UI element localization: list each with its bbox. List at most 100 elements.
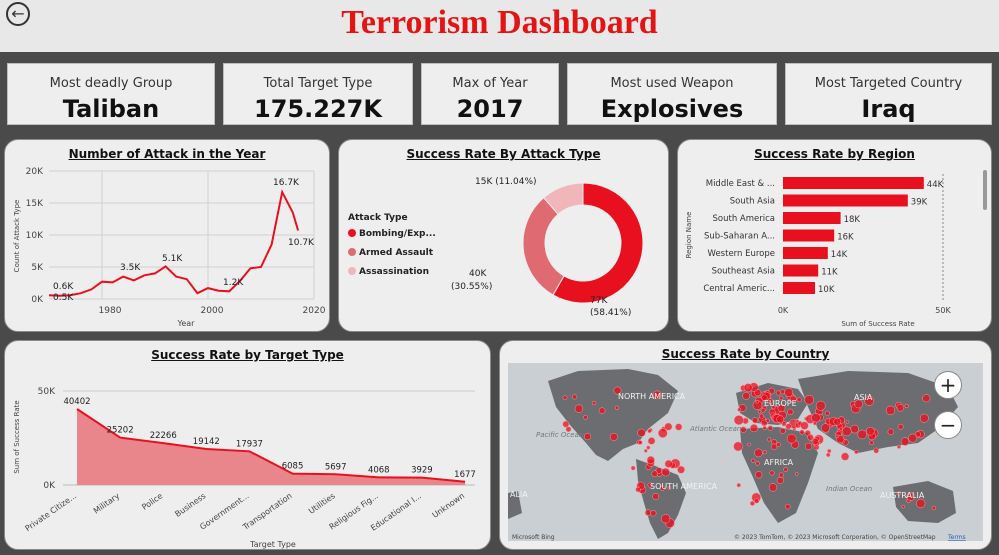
country-bubble[interactable] bbox=[747, 442, 751, 447]
country-bubble[interactable] bbox=[906, 492, 915, 501]
country-bubble[interactable] bbox=[754, 498, 760, 504]
country-bubble[interactable] bbox=[647, 482, 653, 488]
country-bubble[interactable] bbox=[896, 491, 902, 496]
world-map[interactable]: NORTH AMERICA Pacific Ocean Atlantic Oce… bbox=[508, 363, 983, 541]
donut-slice[interactable] bbox=[543, 182, 584, 215]
country-bubble[interactable] bbox=[767, 398, 774, 404]
country-bubble[interactable] bbox=[752, 417, 759, 424]
country-bubble[interactable] bbox=[572, 394, 578, 400]
country-bubble[interactable] bbox=[591, 400, 597, 406]
country-bubble[interactable] bbox=[638, 440, 643, 445]
country-bubble[interactable] bbox=[796, 397, 802, 403]
zoom-out-button[interactable]: − bbox=[934, 411, 962, 439]
country-bubble[interactable] bbox=[583, 415, 588, 420]
country-bubble[interactable] bbox=[737, 407, 742, 412]
country-bubble[interactable] bbox=[661, 467, 670, 477]
country-bubble[interactable] bbox=[833, 417, 842, 426]
country-bubble[interactable] bbox=[854, 449, 859, 455]
country-bubble[interactable] bbox=[854, 399, 864, 409]
country-bubble[interactable] bbox=[751, 458, 756, 463]
country-bubble[interactable] bbox=[598, 407, 606, 414]
target-type-panel[interactable]: Success Rate by Target Type 50K 0K Sum o… bbox=[4, 340, 491, 550]
country-bubble[interactable] bbox=[769, 470, 775, 476]
country-bubble[interactable] bbox=[919, 413, 929, 423]
country-bubble[interactable] bbox=[635, 486, 641, 493]
country-bubble[interactable] bbox=[904, 403, 909, 409]
donut-slice[interactable] bbox=[552, 182, 644, 304]
country-bubble[interactable] bbox=[675, 423, 683, 431]
country-bubble[interactable] bbox=[815, 400, 826, 411]
country-bubble[interactable] bbox=[755, 471, 763, 479]
country-bubble[interactable] bbox=[775, 390, 781, 396]
back-arrow-icon[interactable]: ← bbox=[6, 2, 30, 26]
country-bubble[interactable] bbox=[749, 500, 755, 506]
country-bubble[interactable] bbox=[873, 447, 880, 454]
country-bubble[interactable] bbox=[667, 486, 672, 490]
country-bubble[interactable] bbox=[583, 433, 592, 441]
legend-item[interactable]: Bombing/Exp... bbox=[359, 229, 436, 239]
scrollbar[interactable] bbox=[983, 170, 987, 210]
country-bubble[interactable] bbox=[778, 472, 784, 478]
country-bubble[interactable] bbox=[770, 443, 778, 450]
country-bubble[interactable] bbox=[765, 418, 770, 423]
country-bubble[interactable] bbox=[866, 426, 875, 436]
country-bubble[interactable] bbox=[820, 423, 831, 433]
country-bubble[interactable] bbox=[850, 424, 859, 434]
country-bubble[interactable] bbox=[896, 444, 902, 449]
country-bubble[interactable] bbox=[785, 423, 792, 430]
country-bubble[interactable] bbox=[609, 432, 618, 441]
country-bubble[interactable] bbox=[807, 434, 814, 441]
zoom-in-button[interactable]: + bbox=[934, 371, 962, 399]
country-bubble[interactable] bbox=[794, 472, 799, 476]
country-bubble[interactable] bbox=[864, 395, 875, 406]
country-bubble[interactable] bbox=[651, 470, 659, 478]
country-bubble[interactable] bbox=[908, 433, 918, 443]
attacks-year-panel[interactable]: Number of Attack in the Year 20K 15K 10K… bbox=[4, 139, 330, 332]
country-bubble[interactable] bbox=[647, 428, 652, 434]
country-bubble[interactable] bbox=[757, 410, 762, 414]
country-bubble[interactable] bbox=[914, 431, 921, 438]
country-bubble[interactable] bbox=[762, 450, 767, 455]
country-bubble[interactable] bbox=[835, 434, 839, 439]
country-bubble[interactable] bbox=[660, 514, 671, 524]
country-bubble[interactable] bbox=[804, 442, 813, 450]
country-bubble[interactable] bbox=[800, 421, 809, 430]
country-bubble[interactable] bbox=[755, 399, 760, 404]
region-bar[interactable] bbox=[783, 264, 819, 277]
country-bubble[interactable] bbox=[804, 394, 814, 405]
country-bubble[interactable] bbox=[783, 467, 789, 472]
region-bar[interactable] bbox=[783, 177, 924, 189]
country-bubble[interactable] bbox=[733, 441, 743, 452]
country-bubble[interactable] bbox=[637, 428, 646, 437]
region-bar[interactable] bbox=[783, 282, 815, 294]
legend-item[interactable]: Armed Assault bbox=[359, 248, 434, 258]
country-bubble[interactable] bbox=[767, 437, 772, 442]
attack-type-panel[interactable]: Success Rate By Attack Type Attack Type … bbox=[338, 139, 669, 332]
country-bubble[interactable] bbox=[677, 465, 685, 474]
country-bubble[interactable] bbox=[743, 383, 753, 393]
region-bar[interactable] bbox=[783, 229, 835, 242]
country-bubble[interactable] bbox=[779, 427, 786, 434]
country-bubble[interactable] bbox=[742, 392, 750, 400]
country-bubble[interactable] bbox=[562, 420, 570, 428]
country-bubble[interactable] bbox=[789, 395, 797, 403]
country-bubble[interactable] bbox=[562, 395, 568, 401]
country-bubble[interactable] bbox=[650, 510, 657, 517]
country-bubble[interactable] bbox=[644, 509, 652, 516]
country-map-panel[interactable]: Success Rate by Country NORTH AMERICA Pa… bbox=[499, 340, 992, 550]
country-bubble[interactable] bbox=[776, 476, 784, 484]
country-bubble[interactable] bbox=[749, 423, 759, 433]
country-bubble[interactable] bbox=[664, 422, 673, 431]
country-bubble[interactable] bbox=[845, 420, 850, 424]
terms-link[interactable]: Terms bbox=[947, 534, 966, 541]
country-bubble[interactable] bbox=[755, 461, 760, 466]
country-bubble[interactable] bbox=[630, 465, 636, 471]
country-bubble[interactable] bbox=[840, 452, 850, 461]
country-bubble[interactable] bbox=[754, 389, 762, 397]
country-bubble[interactable] bbox=[780, 389, 786, 395]
country-bubble[interactable] bbox=[760, 407, 766, 413]
country-bubble[interactable] bbox=[761, 394, 768, 401]
country-bubble[interactable] bbox=[897, 423, 904, 430]
country-bubble[interactable] bbox=[896, 403, 905, 412]
country-bubble[interactable] bbox=[812, 421, 817, 426]
